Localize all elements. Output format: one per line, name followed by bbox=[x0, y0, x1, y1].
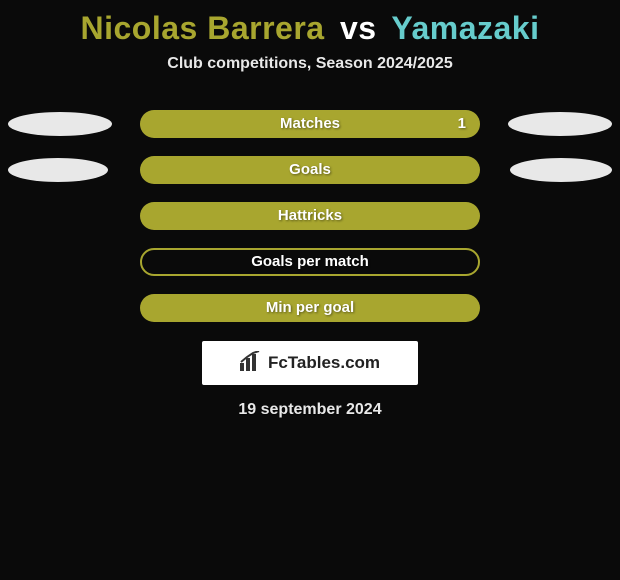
stat-bar-fill bbox=[140, 294, 480, 322]
stat-bar: Min per goal bbox=[140, 294, 480, 322]
stat-bar-fill bbox=[140, 248, 480, 276]
stats-list: Matches1 Goals Hattricks Goals per match Min… bbox=[0, 109, 620, 323]
stat-bar: Hattricks bbox=[140, 202, 480, 230]
left-ellipse bbox=[8, 158, 108, 182]
stat-bar: Goals per match bbox=[140, 248, 480, 276]
brand-text: FcTables.com bbox=[268, 353, 380, 373]
stat-row: Goals per match bbox=[0, 247, 620, 277]
player1-name: Nicolas Barrera bbox=[81, 10, 325, 46]
stat-bar: Matches1 bbox=[140, 110, 480, 138]
player2-name: Yamazaki bbox=[391, 10, 539, 46]
vs-text: vs bbox=[340, 10, 377, 46]
stat-bar: Goals bbox=[140, 156, 480, 184]
left-ellipse bbox=[8, 112, 112, 136]
right-ellipse bbox=[508, 112, 612, 136]
brand-badge[interactable]: FcTables.com bbox=[202, 341, 418, 385]
stat-row: Goals bbox=[0, 155, 620, 185]
stat-bar-fill bbox=[140, 156, 480, 184]
bar-chart-icon bbox=[240, 351, 268, 376]
stat-row: Hattricks bbox=[0, 201, 620, 231]
stat-bar-fill bbox=[140, 202, 480, 230]
stat-row: Min per goal bbox=[0, 293, 620, 323]
right-ellipse bbox=[510, 158, 612, 182]
comparison-card: Nicolas Barrera vs Yamazaki Club competi… bbox=[0, 0, 620, 580]
stat-row: Matches1 bbox=[0, 109, 620, 139]
date-text: 19 september 2024 bbox=[0, 401, 620, 419]
subtitle: Club competitions, Season 2024/2025 bbox=[0, 55, 620, 73]
stat-bar-fill bbox=[140, 110, 480, 138]
page-title: Nicolas Barrera vs Yamazaki bbox=[0, 0, 620, 47]
